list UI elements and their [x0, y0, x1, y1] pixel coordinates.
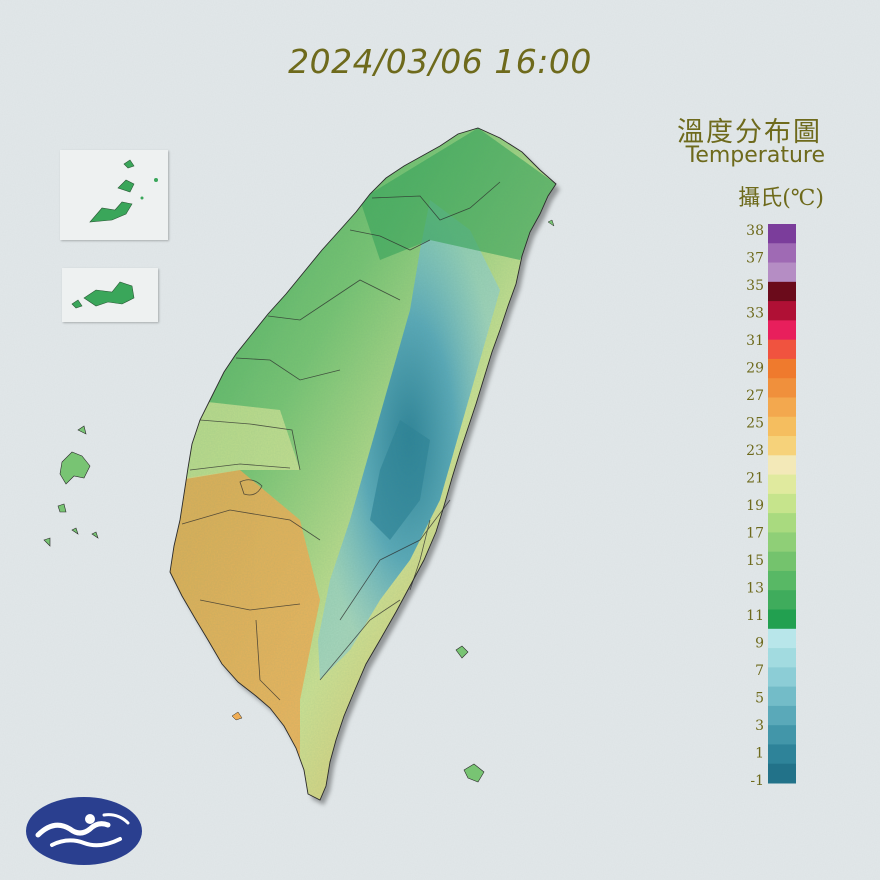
penghu-islands — [43, 425, 99, 547]
legend-color-band — [768, 686, 796, 707]
legend-tick-label: 15 — [746, 553, 764, 569]
legend-color-band — [768, 358, 796, 379]
legend-tick-label: 19 — [746, 498, 764, 514]
legend-color-band — [768, 224, 796, 244]
xiaoliuqiu-island — [231, 711, 243, 721]
legend-tick-label: 29 — [746, 361, 764, 377]
legend-tick-label: 1 — [755, 746, 764, 762]
legend-tick-label: 7 — [755, 663, 764, 679]
legend-color-band — [768, 763, 796, 784]
legend-tick-label: 38 — [746, 223, 764, 239]
inset-matsu-islands — [60, 150, 168, 240]
legend-tick-label: 35 — [746, 278, 764, 294]
legend-unit: 攝氏(℃) — [738, 186, 824, 211]
legend-color-band — [768, 474, 796, 495]
legend-tick-label: 33 — [746, 306, 764, 322]
legend-color-band — [768, 301, 796, 321]
map-timestamp: 2024/03/06 16:00 — [288, 42, 592, 81]
legend-color-band — [768, 648, 796, 668]
legend-color-band — [768, 493, 796, 514]
guishan-island — [547, 219, 555, 227]
legend-tick-label: 9 — [755, 636, 764, 652]
legend-tick-label: -1 — [750, 773, 764, 789]
legend-tick-label: 31 — [746, 333, 764, 349]
county-boundaries — [181, 181, 501, 701]
legend-tick-label: 13 — [746, 581, 764, 597]
cwa-logo-icon — [26, 797, 142, 865]
legend-tick-label: 11 — [746, 608, 764, 624]
legend-color-band — [768, 378, 796, 398]
legend-tick-label: 3 — [755, 718, 764, 734]
legend-title-english: Temperature — [685, 143, 825, 168]
legend-color-band — [768, 416, 796, 437]
legend-color-band — [768, 339, 796, 360]
legend-color-band — [768, 570, 796, 591]
legend-color-band — [768, 725, 796, 745]
green-island — [455, 645, 469, 659]
legend-color-band — [768, 744, 796, 765]
legend-color-band — [768, 397, 796, 418]
legend-color-band — [768, 455, 796, 476]
legend-tick-label: 21 — [746, 471, 764, 487]
legend-color-band — [768, 667, 796, 688]
legend-color-band — [768, 436, 796, 456]
inset-kinmen-islands — [62, 268, 158, 322]
legend-title-chinese: 溫度分布圖 — [677, 117, 822, 148]
legend-color-band — [768, 590, 796, 611]
legend-tick-label: 23 — [746, 443, 764, 459]
temperature-zones — [170, 128, 556, 800]
legend-color-band — [768, 281, 796, 302]
legend-tick-label: 27 — [746, 388, 764, 404]
legend-color-band — [768, 609, 796, 630]
legend-tick-label: 25 — [746, 416, 764, 432]
orchid-island — [463, 763, 485, 783]
legend-tick-label: 5 — [755, 691, 764, 707]
legend-color-band — [768, 262, 796, 283]
legend-color-band — [768, 705, 796, 726]
legend-tick-label: 37 — [746, 251, 764, 267]
legend-tick-label: 17 — [746, 526, 764, 542]
legend-color-band — [768, 243, 796, 264]
legend-color-band — [768, 532, 796, 553]
legend-color-band — [768, 628, 796, 649]
legend-color-band — [768, 320, 796, 341]
legend-color-band — [768, 513, 796, 533]
legend-color-band — [768, 551, 796, 572]
